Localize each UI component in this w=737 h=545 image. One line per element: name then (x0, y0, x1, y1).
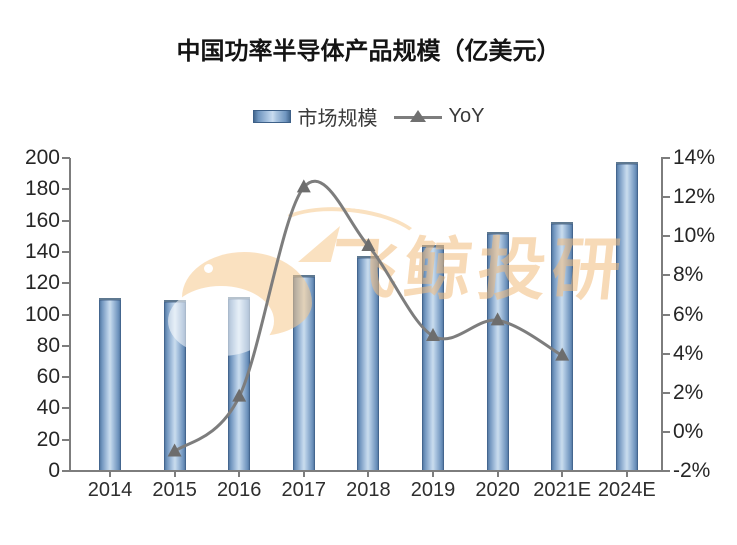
x-axis-label-2020: 2020 (475, 479, 520, 501)
legend-label-market-size: 市场规模 (297, 108, 378, 130)
left-axis-line (69, 158, 71, 471)
x-axis-tick-mark (367, 471, 370, 477)
x-axis-tick-mark (625, 471, 628, 477)
left-axis-tick-label: 0 (48, 459, 60, 482)
left-axis-tick-label: 80 (36, 333, 60, 357)
x-axis-tick-mark (432, 471, 434, 477)
yoy-marker (296, 179, 311, 193)
left-axis-tick-label: 100 (24, 302, 60, 326)
left-axis-tick-label: 120 (24, 271, 60, 295)
whale-eye (204, 264, 213, 273)
right-axis-tick-label: 6% (673, 302, 704, 326)
right-axis-tick-label: 14% (673, 146, 716, 169)
bar-2024E (615, 161, 638, 471)
right-axis-tick-label: 2% (673, 380, 704, 404)
right-axis-tick-mark (661, 430, 670, 433)
x-axis-label-2014: 2014 (87, 479, 133, 501)
whale-arc (269, 200, 427, 278)
right-axis-tick-mark (661, 391, 670, 394)
chart-title: 中国功率半导体产品规模（亿美元） (176, 38, 561, 65)
legend-item-yoy: YoY (393, 105, 485, 128)
left-axis-tick-mark (62, 344, 70, 347)
left-axis-tick-mark (62, 219, 70, 222)
bar-2020 (486, 231, 509, 471)
right-axis-tick-mark (661, 313, 670, 316)
bar-2015 (163, 299, 186, 471)
left-axis-tick-mark (62, 407, 70, 410)
right-axis-tick-label: 4% (673, 341, 704, 365)
x-axis-label-2016: 2016 (216, 479, 262, 501)
x-axis-tick-mark (561, 471, 564, 477)
right-axis-tick-mark (661, 352, 670, 355)
left-axis-tick-mark (62, 313, 70, 316)
x-axis-label-2018: 2018 (346, 479, 391, 501)
bar-2014 (99, 298, 121, 471)
left-axis-tick-mark (62, 438, 70, 441)
left-axis-tick-label: 180 (24, 177, 60, 201)
right-axis-tick-mark (661, 235, 670, 238)
right-axis-tick-label: 12% (673, 185, 716, 209)
bar-2017 (292, 274, 315, 471)
whale-tail (298, 226, 340, 262)
bar-2019 (422, 244, 444, 471)
legend: 市场规模 YoY (0, 102, 737, 131)
x-axis-tick-mark (302, 471, 305, 477)
left-axis-tick-label: 160 (24, 208, 60, 232)
x-axis-tick-mark (109, 471, 111, 477)
bar-2021E (551, 222, 574, 471)
bar-2018 (357, 255, 380, 471)
left-axis-tick-label: 40 (36, 396, 60, 420)
legend-label-yoy: YoY (448, 105, 485, 127)
left-axis-tick-label: 60 (36, 365, 60, 389)
yoy-marker (361, 238, 376, 252)
x-axis-label-2015: 2015 (152, 479, 197, 501)
x-axis-tick-mark (173, 471, 176, 477)
right-axis-tick-label: 0% (673, 419, 704, 443)
legend-item-market-size: 市场规模 (252, 102, 378, 131)
left-axis-tick-label: 20 (36, 427, 60, 451)
right-axis-tick-label: -2% (673, 459, 711, 482)
x-axis-label-2021E: 2021E (533, 479, 592, 501)
x-axis-tick-mark (496, 471, 499, 477)
x-axis-tick-mark (238, 471, 241, 477)
x-axis-label-2019: 2019 (410, 479, 456, 501)
whale-logo-icon (168, 200, 427, 356)
left-axis-tick-mark (62, 470, 70, 472)
right-axis-tick-label: 8% (673, 263, 704, 287)
right-axis-tick-mark (661, 196, 670, 199)
right-axis-tick-label: 10% (673, 224, 716, 248)
line-series-swatch-icon (393, 109, 442, 125)
x-axis-line (63, 470, 669, 472)
x-axis-label-2017: 2017 (281, 479, 327, 501)
left-axis-tick-mark (62, 282, 70, 285)
bar-2016 (228, 296, 251, 471)
left-axis-tick-mark (62, 250, 70, 253)
bar-series-swatch-icon (252, 110, 291, 123)
x-axis-label-2024E: 2024E (597, 479, 656, 501)
left-axis-tick-label: 200 (24, 146, 60, 169)
right-axis-tick-mark (661, 157, 670, 159)
right-axis-tick-mark (661, 274, 670, 277)
left-axis-tick-mark (62, 188, 70, 191)
left-axis-tick-mark (62, 376, 70, 379)
left-axis-tick-mark (62, 157, 70, 159)
right-axis-tick-mark (661, 470, 670, 472)
left-axis-tick-label: 140 (24, 239, 60, 263)
